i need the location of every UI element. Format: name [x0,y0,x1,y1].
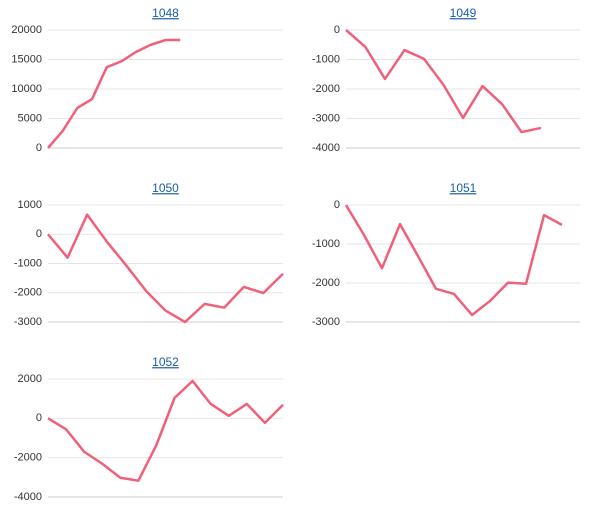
y-tick-label: -4000 [312,142,340,154]
chart-title: 1049 [450,6,477,20]
y-tick-label: 0 [334,24,340,36]
y-tick-label: 2000 [18,373,42,385]
data-line [344,204,563,317]
data-line [47,379,284,482]
y-tick-label: 0 [334,199,340,211]
chart-title: 1048 [152,6,179,20]
y-tick-label: -1000 [312,53,340,65]
y-tick-label: 0 [36,142,42,154]
y-tick-label: 0 [36,412,42,424]
y-tick-label: -3000 [312,112,340,124]
y-tick-label: 10000 [11,83,42,95]
y-tick-label: -3000 [312,316,340,328]
chart-title: 1051 [450,181,477,195]
y-tick-label: -2000 [14,287,42,299]
y-tick-label: 20000 [11,24,42,36]
chart-title: 1052 [152,355,179,369]
y-tick-label: -1000 [14,257,42,269]
y-tick-label: -2000 [14,452,42,464]
y-tick-label: -3000 [14,316,42,328]
y-tick-label: -2000 [312,83,340,95]
data-line [47,38,181,149]
y-tick-label: 1000 [18,199,42,211]
y-tick-label: 0 [36,228,42,240]
y-tick-label: -1000 [312,238,340,250]
chart-title: 1050 [152,181,179,195]
y-tick-label: 15000 [11,53,42,65]
data-line [47,213,284,324]
data-line [345,29,542,134]
y-tick-label: -4000 [14,491,42,503]
y-tick-label: 5000 [18,112,42,124]
y-tick-label: -2000 [312,277,340,289]
